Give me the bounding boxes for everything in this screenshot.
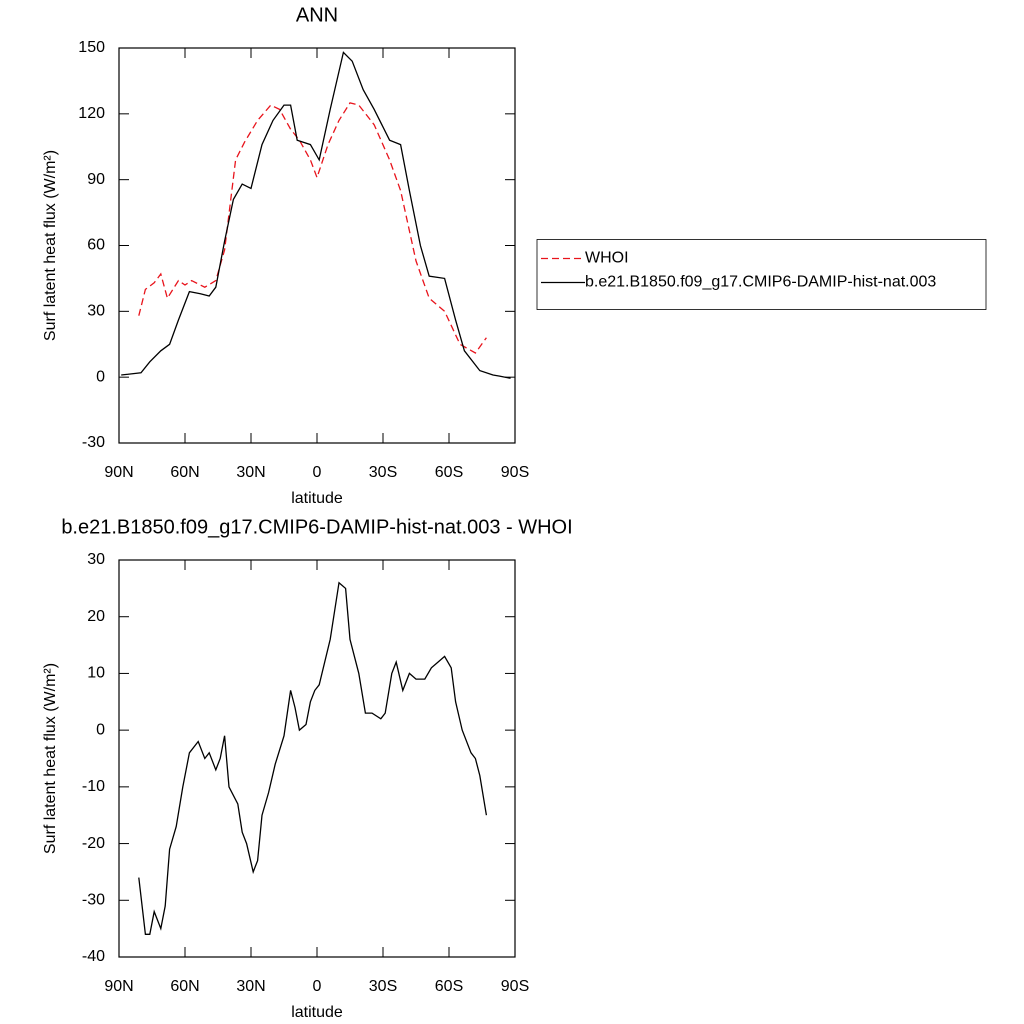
y-tick-label: 60 [87,237,105,254]
y-tick-label: -30 [82,892,105,909]
x-tick-label: 90N [104,464,133,481]
y-tick-label: 150 [78,39,105,56]
x-axis-label: latitude [291,1004,343,1021]
x-tick-label: 90N [104,978,133,995]
x-tick-label: 60S [435,464,463,481]
y-tick-label: -30 [82,434,105,451]
x-tick-label: 0 [313,464,322,481]
data-line [121,51,511,379]
chart-title: ANN [296,4,338,26]
y-tick-label: 0 [96,721,105,738]
x-tick-label: 60N [170,464,199,481]
plot-frame [118,559,516,958]
y-tick-label: 30 [87,303,105,320]
y-tick-label: 0 [96,368,105,385]
x-tick-label: 60N [170,978,199,995]
plot-frame [118,47,516,444]
x-axis-label: latitude [291,490,343,507]
y-axis-label: Surf latent heat flux (W/m²) [42,663,59,854]
data-line [138,102,487,354]
y-tick-label: -40 [82,948,105,965]
y-tick-label: 120 [78,105,105,122]
x-tick-label: 90S [501,978,529,995]
data-line [138,581,488,935]
legend-label: WHOI [585,250,629,267]
x-tick-label: 60S [435,978,463,995]
x-tick-label: 30N [236,464,265,481]
x-tick-label: 30S [369,978,397,995]
x-tick-label: 30N [236,978,265,995]
chart-title: b.e21.B1850.f09_g17.CMIP6-DAMIP-hist-nat… [61,516,572,538]
y-tick-label: -20 [82,835,105,852]
x-tick-label: 0 [313,978,322,995]
legend-box [536,239,987,310]
y-tick-label: 20 [87,608,105,625]
y-tick-label: 30 [87,551,105,568]
y-axis-label: Surf latent heat flux (W/m²) [42,150,59,341]
x-tick-label: 30S [369,464,397,481]
y-tick-label: 90 [87,171,105,188]
y-tick-label: 10 [87,665,105,682]
y-tick-label: -10 [82,778,105,795]
x-tick-label: 90S [501,464,529,481]
legend-label: b.e21.B1850.f09_g17.CMIP6-DAMIP-hist-nat… [585,274,936,291]
